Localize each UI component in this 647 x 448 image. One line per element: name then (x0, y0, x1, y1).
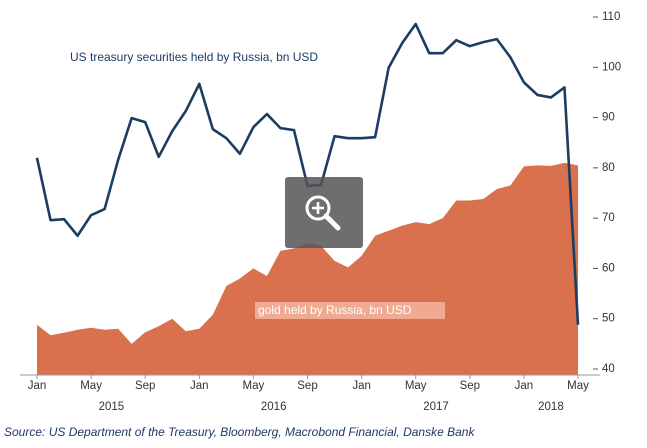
year-label: 2018 (538, 401, 564, 413)
y-tick-label: 100 (602, 61, 621, 73)
x-tick-label: May (243, 380, 265, 392)
y-tick-label: 50 (602, 313, 615, 325)
x-tick-label: May (567, 380, 589, 392)
x-tick-label: Jan (190, 380, 209, 392)
x-tick-label: May (80, 380, 102, 392)
x-tick-label: May (405, 380, 427, 392)
line-label: US treasury securities held by Russia, b… (70, 50, 318, 64)
year-label: 2017 (423, 401, 449, 413)
zoom-handle (323, 213, 341, 231)
y-tick-label: 40 (602, 363, 615, 375)
area-label: gold held by Russia, bn USD (258, 303, 412, 317)
x-tick-label: Sep (297, 380, 317, 392)
x-tick-label: Jan (515, 380, 534, 392)
x-tick-label: Sep (460, 380, 480, 392)
y-tick-label: 60 (602, 262, 615, 274)
source-note: Source: US Department of the Treasury, B… (4, 425, 475, 439)
zoom-icon[interactable] (285, 177, 363, 248)
zoom-icon-bg (285, 177, 363, 248)
zoom-lens (305, 195, 331, 221)
x-tick-label: Jan (352, 380, 371, 392)
y-tick-label: 110 (602, 11, 620, 23)
y-tick-label: 90 (602, 112, 615, 124)
y-tick-label: 80 (602, 162, 615, 174)
year-label: 2016 (261, 401, 287, 413)
x-tick-label: Jan (28, 380, 47, 392)
year-label: 2015 (99, 401, 125, 413)
area (37, 162, 578, 375)
x-tick-label: Sep (135, 380, 155, 392)
y-tick-label: 70 (602, 212, 615, 224)
area-label-bg (255, 302, 445, 319)
